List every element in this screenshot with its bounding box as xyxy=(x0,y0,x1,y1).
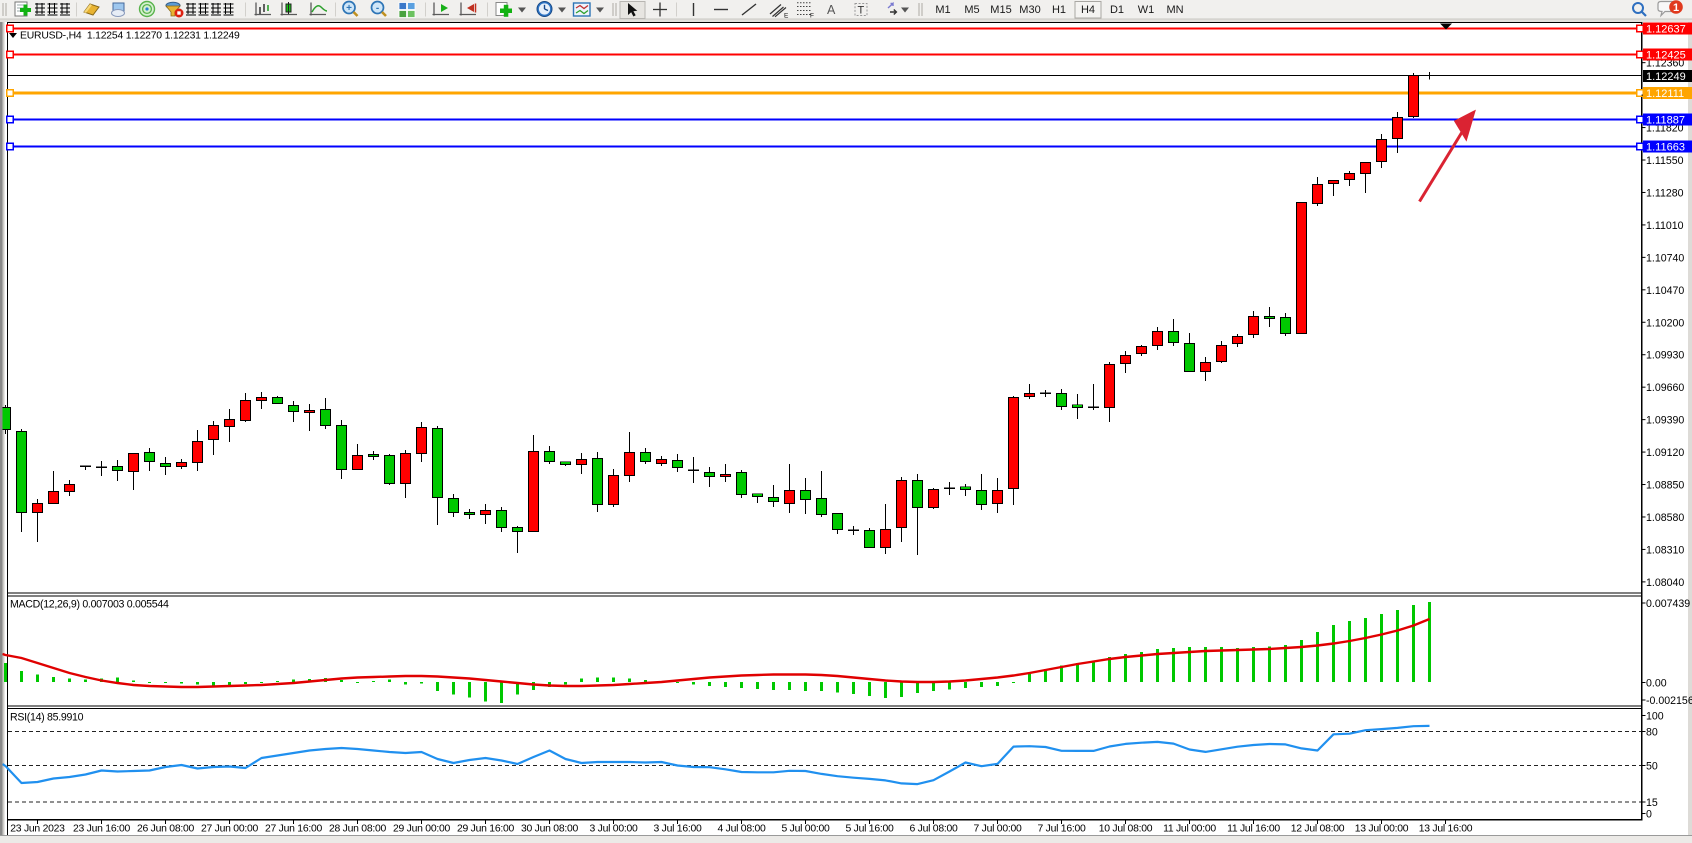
svg-text:H1: H1 xyxy=(1052,4,1066,16)
svg-text:1.09390: 1.09390 xyxy=(1646,415,1684,427)
svg-text:27 Jun 00:00: 27 Jun 00:00 xyxy=(201,824,259,835)
svg-text:1.11820: 1.11820 xyxy=(1646,123,1684,135)
svg-text:23 Jun 16:00: 23 Jun 16:00 xyxy=(73,824,131,835)
svg-text:1.12249: 1.12249 xyxy=(1646,71,1686,83)
svg-text:5 Jul 16:00: 5 Jul 16:00 xyxy=(845,824,894,835)
svg-text:MACD(12,26,9) 0.007003 0.00554: MACD(12,26,9) 0.007003 0.005544 xyxy=(10,599,169,611)
svg-text:E: E xyxy=(784,13,789,20)
svg-text:EURUSD-,H4 1.12254 1.12270 1.: EURUSD-,H4 1.12254 1.12270 1.12231 1.122… xyxy=(20,31,240,42)
svg-text:23 Jun 2023: 23 Jun 2023 xyxy=(10,824,65,835)
svg-text:6 Jul 08:00: 6 Jul 08:00 xyxy=(909,824,958,835)
svg-text:1.12111: 1.12111 xyxy=(1646,88,1684,100)
svg-text:28 Jun 08:00: 28 Jun 08:00 xyxy=(329,824,387,835)
svg-text:11 Jul 00:00: 11 Jul 00:00 xyxy=(1163,824,1216,835)
svg-text:26 Jun 08:00: 26 Jun 08:00 xyxy=(137,824,195,835)
svg-text:3 Jul 16:00: 3 Jul 16:00 xyxy=(653,824,702,835)
svg-text:0: 0 xyxy=(1646,809,1652,821)
svg-text:D1: D1 xyxy=(1110,4,1124,16)
svg-text:0.00: 0.00 xyxy=(1646,678,1667,690)
svg-text:1.11550: 1.11550 xyxy=(1646,155,1684,167)
svg-text:0.007439: 0.007439 xyxy=(1646,598,1690,610)
svg-text:1.11280: 1.11280 xyxy=(1646,187,1684,199)
svg-text:29 Jun 00:00: 29 Jun 00:00 xyxy=(393,824,451,835)
svg-text:1.08310: 1.08310 xyxy=(1646,544,1684,556)
svg-text:7 Jul 16:00: 7 Jul 16:00 xyxy=(1037,824,1086,835)
svg-text:-: - xyxy=(376,3,379,14)
svg-text:10 Jul 08:00: 10 Jul 08:00 xyxy=(1099,824,1153,835)
svg-text:-0.002156: -0.002156 xyxy=(1646,695,1692,707)
svg-text:1.10200: 1.10200 xyxy=(1646,317,1684,329)
svg-text:15: 15 xyxy=(1646,797,1658,809)
svg-text:W1: W1 xyxy=(1138,4,1155,16)
svg-text:50: 50 xyxy=(1646,761,1658,773)
svg-text:M1: M1 xyxy=(935,4,950,16)
svg-text:1.09120: 1.09120 xyxy=(1646,447,1684,459)
svg-text:4 Jul 08:00: 4 Jul 08:00 xyxy=(717,824,766,835)
svg-text:30 Jun 08:00: 30 Jun 08:00 xyxy=(521,824,579,835)
svg-text:80: 80 xyxy=(1646,727,1658,739)
svg-text:5 Jul 00:00: 5 Jul 00:00 xyxy=(781,824,830,835)
svg-text:11 Jul 16:00: 11 Jul 16:00 xyxy=(1227,824,1280,835)
svg-text:+: + xyxy=(346,3,352,14)
svg-text:3 Jul 00:00: 3 Jul 00:00 xyxy=(589,824,638,835)
svg-text:M5: M5 xyxy=(964,4,979,16)
svg-text:F: F xyxy=(810,13,814,20)
svg-text:1.09930: 1.09930 xyxy=(1646,350,1684,362)
svg-text:H4: H4 xyxy=(1081,4,1095,16)
svg-text:12 Jul 08:00: 12 Jul 08:00 xyxy=(1291,824,1345,835)
svg-text:T: T xyxy=(858,5,865,17)
svg-text:1.12637: 1.12637 xyxy=(1646,24,1686,36)
svg-text:13 Jul 16:00: 13 Jul 16:00 xyxy=(1419,824,1473,835)
svg-text:29 Jun 16:00: 29 Jun 16:00 xyxy=(457,824,515,835)
svg-text:A: A xyxy=(827,3,836,17)
svg-text:1.08580: 1.08580 xyxy=(1646,512,1684,524)
svg-text:1.09660: 1.09660 xyxy=(1646,382,1684,394)
svg-text:100: 100 xyxy=(1646,711,1664,723)
svg-text:M30: M30 xyxy=(1019,4,1040,16)
svg-text:1.10740: 1.10740 xyxy=(1646,252,1684,264)
svg-text:1.12360: 1.12360 xyxy=(1646,58,1684,70)
svg-text:1.08850: 1.08850 xyxy=(1646,480,1684,492)
svg-text:13 Jul 00:00: 13 Jul 00:00 xyxy=(1355,824,1409,835)
svg-text:1.11663: 1.11663 xyxy=(1646,142,1685,154)
svg-text:M15: M15 xyxy=(990,4,1011,16)
svg-text:1: 1 xyxy=(1673,2,1679,14)
svg-text:27 Jun 16:00: 27 Jun 16:00 xyxy=(265,824,323,835)
svg-text:1.11887: 1.11887 xyxy=(1646,115,1685,127)
svg-text:1.08040: 1.08040 xyxy=(1646,577,1684,589)
svg-text:1.11010: 1.11010 xyxy=(1646,220,1684,232)
svg-text:7 Jul 00:00: 7 Jul 00:00 xyxy=(973,824,1022,835)
svg-text:1.10470: 1.10470 xyxy=(1646,285,1684,297)
svg-text:1.12425: 1.12425 xyxy=(1646,50,1686,62)
svg-text:RSI(14) 85.9910: RSI(14) 85.9910 xyxy=(10,712,84,724)
svg-text:MN: MN xyxy=(1166,4,1183,16)
